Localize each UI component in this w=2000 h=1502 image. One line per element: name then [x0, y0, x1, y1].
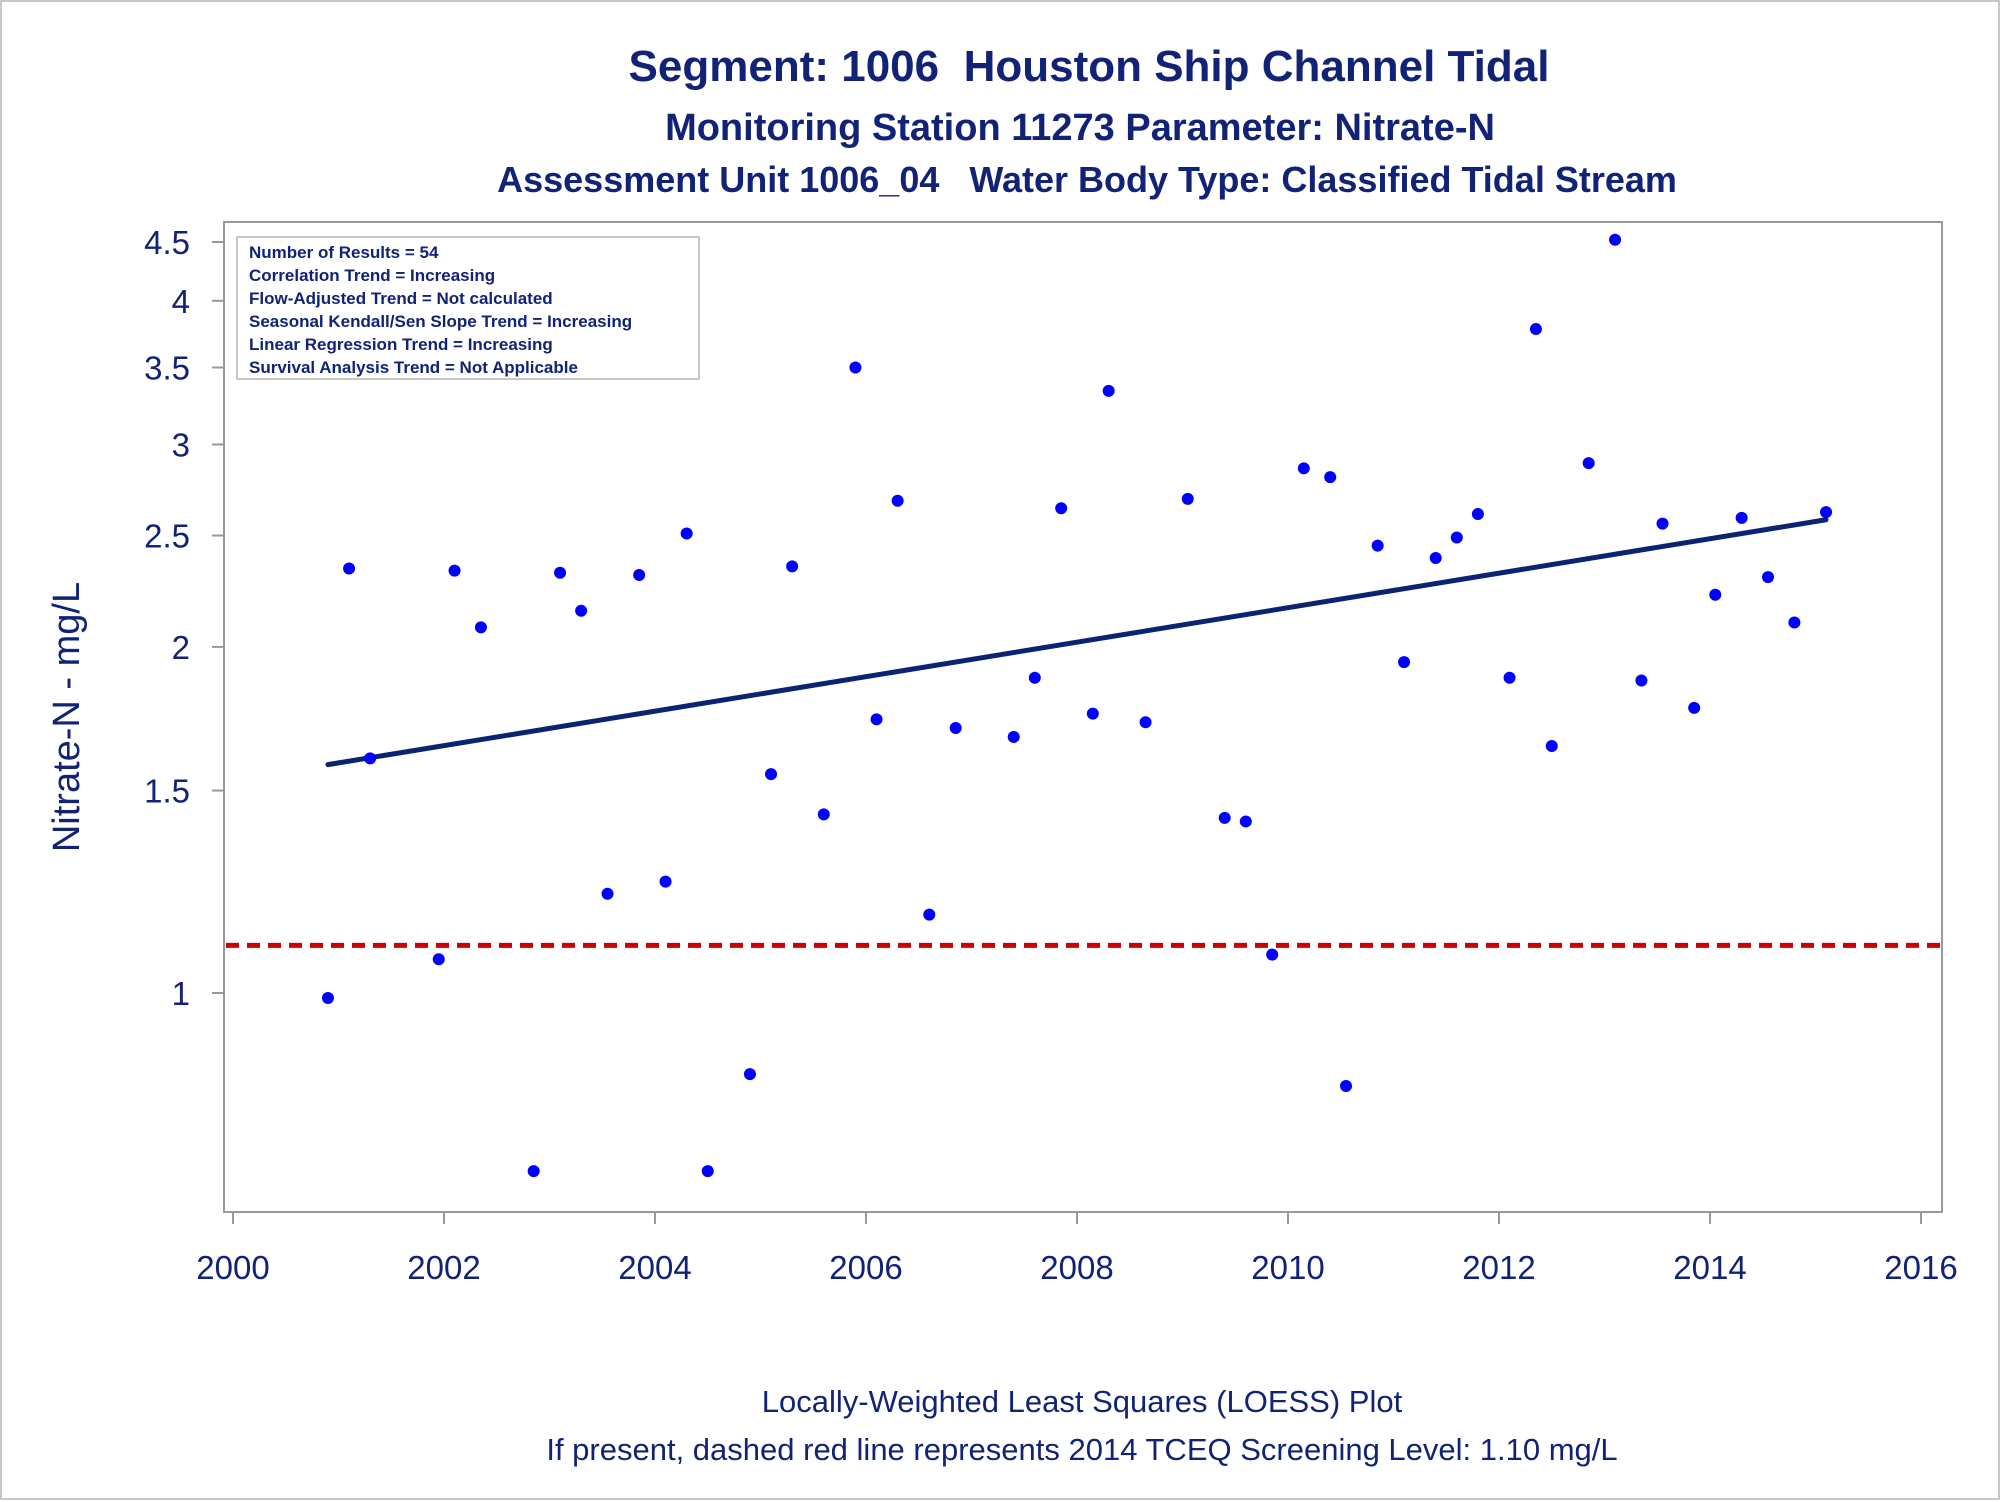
stats-legend-line: Number of Results = 54: [249, 243, 439, 262]
data-point: [1340, 1080, 1353, 1093]
data-point: [1656, 517, 1669, 530]
data-point: [870, 713, 883, 726]
data-point: [527, 1165, 540, 1178]
data-point: [432, 953, 445, 966]
stats-legend-line: Seasonal Kendall/Sen Slope Trend = Incre…: [249, 312, 632, 331]
y-tick-label: 4: [172, 283, 190, 320]
x-tick-label: 2012: [1462, 1249, 1535, 1286]
data-point: [1609, 233, 1622, 246]
data-point: [1086, 707, 1099, 720]
data-point: [1788, 616, 1801, 629]
data-point: [891, 494, 904, 507]
footnote-1: Locally-Weighted Least Squares (LOESS) P…: [762, 1384, 1403, 1419]
data-point: [1055, 502, 1068, 515]
data-point: [949, 722, 962, 735]
data-point: [849, 361, 862, 374]
x-tick-label: 2008: [1040, 1249, 1113, 1286]
trend-line: [325, 517, 1829, 768]
x-tick-label: 2014: [1673, 1249, 1746, 1286]
data-point: [1762, 571, 1775, 584]
stats-legend-box: [236, 236, 700, 380]
data-point: [680, 527, 693, 540]
data-point: [765, 768, 778, 781]
data-point: [1735, 511, 1748, 524]
data-point: [448, 564, 461, 577]
data-point: [633, 568, 646, 581]
data-point: [1266, 948, 1279, 961]
x-tick-label: 2016: [1884, 1249, 1957, 1286]
data-point: [1139, 716, 1152, 729]
data-point: [659, 875, 672, 888]
stats-legend: Number of Results = 54 Correlation Trend …: [236, 236, 700, 380]
data-point: [601, 887, 614, 900]
data-point: [1503, 671, 1516, 684]
data-point: [575, 604, 588, 617]
data-point: [1450, 531, 1463, 544]
data-point: [1820, 506, 1833, 519]
data-point: [364, 752, 377, 765]
data-point: [554, 566, 567, 579]
y-tick-label: 3: [172, 426, 190, 463]
data-point: [1429, 551, 1442, 564]
data-point: [817, 808, 830, 821]
x-tick-label: 2010: [1251, 1249, 1324, 1286]
data-point: [474, 621, 487, 634]
data-point: [1688, 701, 1701, 714]
data-point: [1398, 656, 1411, 669]
x-tick-label: 2000: [196, 1249, 269, 1286]
data-point: [321, 992, 334, 1005]
footnote-2: If present, dashed red line represents 2…: [546, 1432, 1617, 1467]
y-tick-label: 3.5: [144, 349, 190, 386]
data-point: [1635, 674, 1648, 687]
data-point: [1218, 811, 1231, 824]
x-tick-label: 2006: [829, 1249, 902, 1286]
chart-subtitle-2: Assessment Unit 1006_04 Water Body Type:…: [497, 159, 1677, 200]
y-tick-label: 4.5: [144, 224, 190, 261]
y-tick-label: 2.5: [144, 517, 190, 554]
data-point: [1324, 471, 1337, 484]
data-point: [1007, 730, 1020, 743]
y-tick-label: 2: [172, 629, 190, 666]
data-point: [1582, 457, 1595, 470]
stats-legend-line: Correlation Trend = Increasing: [249, 266, 495, 285]
data-point: [1545, 739, 1558, 752]
data-point: [1471, 507, 1484, 520]
stats-legend-line: Survival Analysis Trend = Not Applicable: [249, 358, 578, 377]
data-point: [1102, 384, 1115, 397]
data-point: [1371, 539, 1384, 552]
data-point: [1028, 671, 1041, 684]
plot-area: [223, 221, 1943, 1213]
x-tick-label: 2002: [407, 1249, 480, 1286]
data-point: [1709, 588, 1722, 601]
data-point: [343, 562, 356, 575]
y-axis-label: Nitrate-N - mg/L: [46, 582, 88, 852]
data-point: [1181, 492, 1194, 505]
data-point: [743, 1068, 756, 1081]
data-point: [1529, 323, 1542, 336]
data-point: [1239, 815, 1252, 828]
chart-marks: 2000 2002 2004 2006 2008 2010 2012 2014 2016 1 1.5…: [144, 224, 1958, 1286]
y-tick-label: 1.5: [144, 773, 190, 810]
chart-subtitle: Monitoring Station 11273 Parameter: Nitr…: [665, 107, 1495, 149]
data-point: [701, 1165, 714, 1178]
x-tick-label: 2004: [618, 1249, 691, 1286]
data-point: [1297, 462, 1310, 475]
data-point: [786, 560, 799, 573]
y-tick-label: 1: [172, 975, 190, 1012]
chart-title: Segment: 1006 Houston Ship Channel Tidal: [629, 42, 1550, 91]
stats-legend-line: Linear Regression Trend = Increasing: [249, 335, 553, 354]
data-point: [923, 908, 936, 921]
stats-legend-line: Flow-Adjusted Trend = Not calculated: [249, 289, 553, 308]
